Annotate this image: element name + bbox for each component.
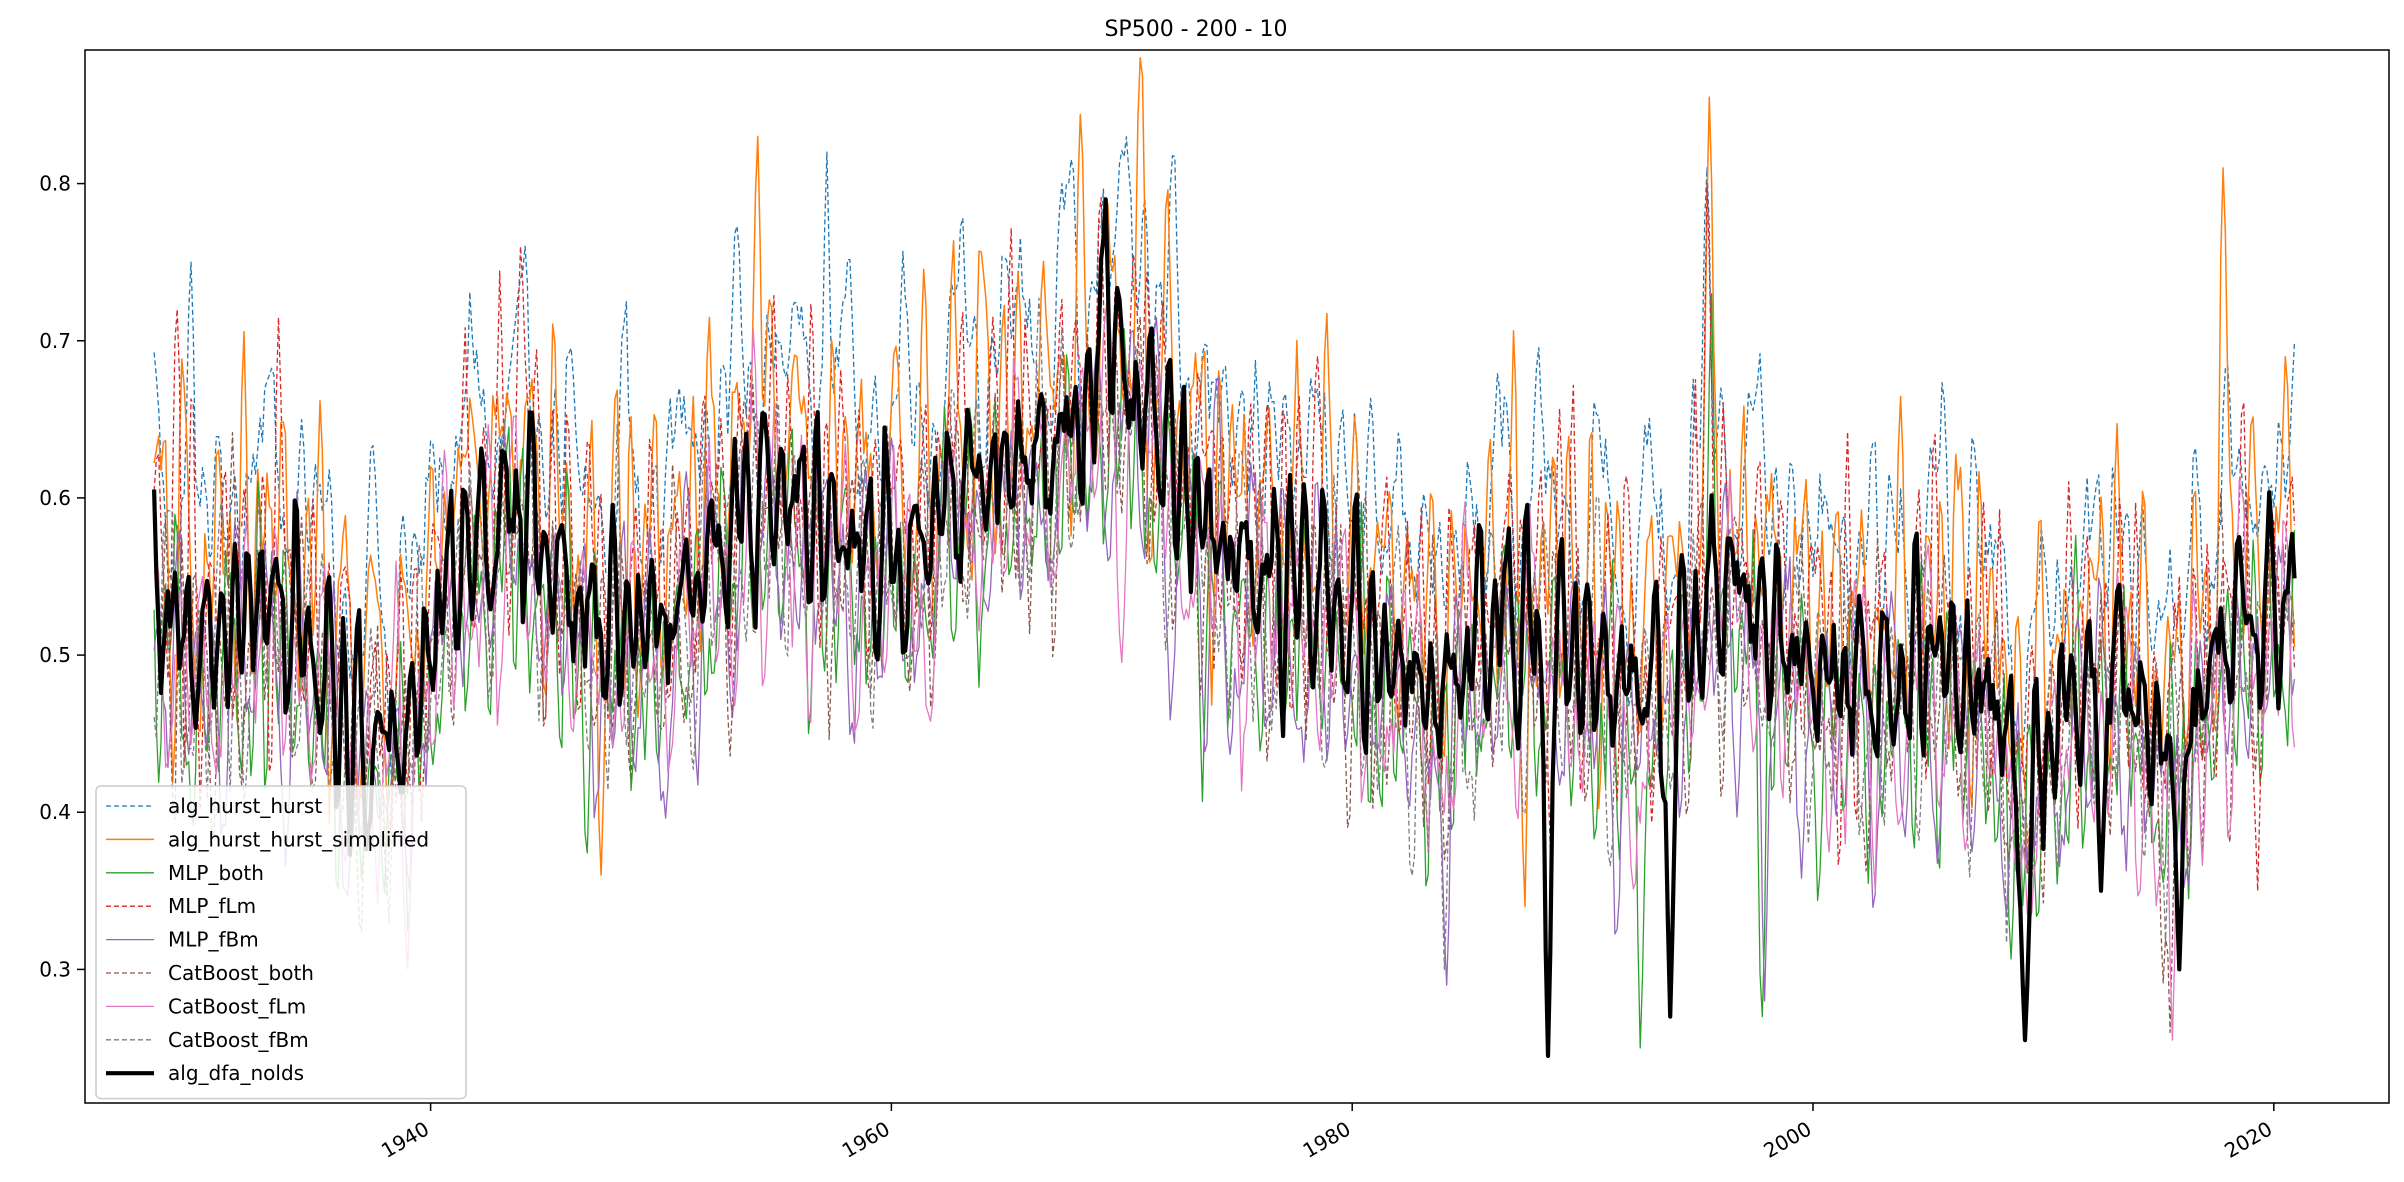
series-line-alg-hurst-hurst-simplified <box>153 57 2296 908</box>
y-tick-label: 0.3 <box>39 957 71 981</box>
series-layer <box>152 57 2297 1058</box>
x-tick-label: 1940 <box>377 1117 433 1163</box>
x-tick-label: 1980 <box>1299 1117 1355 1163</box>
legend: alg_hurst_hurst alg_hurst_hurst_simplifie… <box>95 785 467 1100</box>
legend-label: MLP_fLm <box>168 894 256 918</box>
y-tick-label: 0.6 <box>39 486 71 510</box>
series-line-alg-dfa-nolds <box>152 197 2297 1058</box>
series-line-alg-hurst-hurst <box>153 136 2296 778</box>
x-tick-label: 1960 <box>838 1117 894 1163</box>
chart-title: SP500 - 200 - 10 <box>1104 17 1287 42</box>
legend-label: MLP_fBm <box>168 928 259 952</box>
x-tick-label: 2000 <box>1759 1117 1815 1163</box>
x-tick-label: 2020 <box>2220 1117 2276 1163</box>
plot-frame <box>84 49 2390 1104</box>
legend-label: alg_hurst_hurst_simplified <box>168 827 429 851</box>
legend-label: CatBoost_both <box>168 961 314 985</box>
y-axis: 0.3 0.4 0.5 0.6 0.7 0.8 <box>39 172 85 981</box>
y-tick-label: 0.5 <box>39 643 71 667</box>
x-axis: 1940 1960 1980 2000 2020 <box>377 1103 2276 1163</box>
y-tick-label: 0.4 <box>39 800 71 824</box>
legend-label: alg_dfa_nolds <box>168 1061 304 1085</box>
y-tick-label: 0.7 <box>39 329 71 353</box>
series-line-catboost-flm <box>153 293 2296 1041</box>
series-line-mlp-fbm <box>153 316 2296 1002</box>
legend-label: MLP_both <box>168 861 264 885</box>
legend-label: CatBoost_fBm <box>168 1028 309 1052</box>
series-line-catboost-fbm <box>153 297 2296 971</box>
legend-label: CatBoost_fLm <box>168 994 306 1018</box>
y-tick-label: 0.8 <box>39 172 71 196</box>
legend-label: alg_hurst_hurst <box>168 794 322 818</box>
legend-box <box>95 785 467 1100</box>
